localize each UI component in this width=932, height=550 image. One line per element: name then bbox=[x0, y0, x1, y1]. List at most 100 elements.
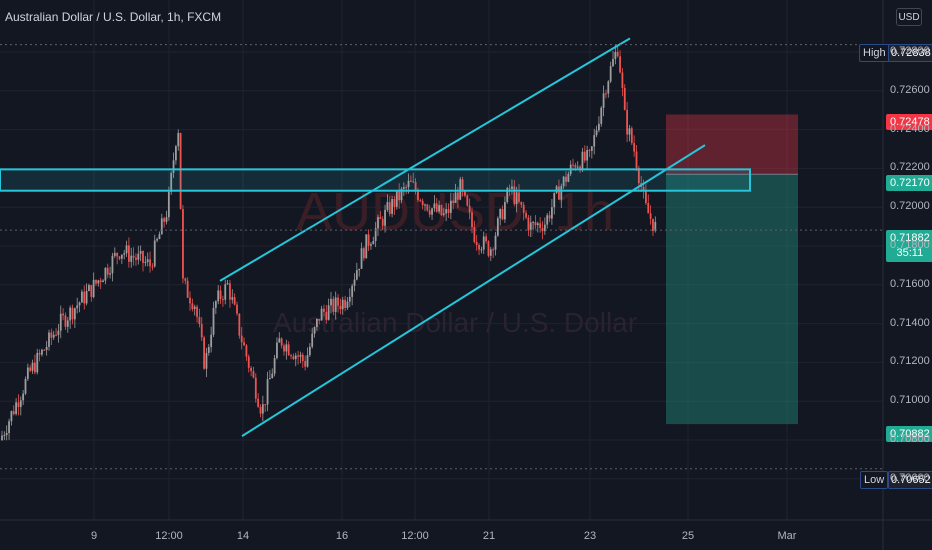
candle-body bbox=[424, 204, 426, 206]
candle-body bbox=[257, 398, 260, 407]
candle-body bbox=[207, 347, 210, 353]
candle-body bbox=[598, 123, 600, 131]
candle-body bbox=[492, 249, 495, 251]
x-tick-label: 12:00 bbox=[401, 530, 429, 542]
candle-body bbox=[393, 198, 396, 207]
candle-body bbox=[196, 306, 198, 318]
candle-body bbox=[120, 254, 123, 259]
candle-body bbox=[616, 51, 619, 57]
candle-body bbox=[318, 318, 321, 321]
y-tick-label: 0.71200 bbox=[890, 355, 930, 368]
candle-body bbox=[57, 330, 60, 336]
candle-body bbox=[31, 362, 34, 371]
candle-body bbox=[454, 192, 457, 203]
candle-body bbox=[574, 165, 577, 168]
candle-body bbox=[555, 186, 558, 193]
candle-body bbox=[146, 259, 149, 262]
candle-body bbox=[654, 221, 657, 231]
candle-body bbox=[384, 209, 386, 226]
candle-body bbox=[45, 346, 48, 350]
candle-body bbox=[468, 205, 471, 213]
candle-body bbox=[485, 236, 487, 242]
candle-body bbox=[398, 190, 401, 201]
candle-body bbox=[34, 362, 36, 373]
candle-body bbox=[402, 187, 405, 189]
low-label: Low bbox=[860, 471, 889, 489]
candle-body bbox=[464, 190, 466, 196]
candle-body bbox=[372, 241, 375, 245]
candle-body bbox=[558, 186, 560, 200]
candle-body bbox=[334, 297, 337, 312]
candle-body bbox=[233, 297, 236, 305]
candle-body bbox=[149, 259, 151, 267]
candle-body bbox=[379, 217, 382, 219]
candle-body bbox=[280, 338, 283, 346]
candle-body bbox=[64, 315, 67, 327]
candle-body bbox=[97, 280, 100, 284]
candle-body bbox=[504, 202, 506, 220]
candle-body bbox=[353, 279, 356, 286]
candle-body bbox=[165, 217, 168, 222]
candle-body bbox=[90, 285, 93, 298]
candle-body bbox=[52, 334, 55, 338]
candle-body bbox=[466, 195, 469, 206]
candle-body bbox=[457, 192, 459, 200]
candle-body bbox=[69, 307, 72, 321]
take-profit-zone bbox=[666, 174, 798, 425]
candle-body bbox=[426, 204, 429, 211]
candle-body bbox=[360, 248, 363, 269]
candle-body bbox=[410, 180, 412, 182]
candle-body bbox=[532, 222, 534, 224]
candle-body bbox=[214, 301, 217, 308]
y-tick-label: 0.71000 bbox=[890, 394, 930, 407]
candle-body bbox=[529, 222, 532, 231]
candle-body bbox=[83, 291, 86, 304]
candle-body bbox=[473, 227, 476, 243]
chart-title: Australian Dollar / U.S. Dollar, 1h, FXC… bbox=[5, 10, 222, 24]
candle-body bbox=[222, 299, 224, 301]
y-tick-label: 0.72200 bbox=[890, 161, 930, 174]
candle-body bbox=[264, 404, 267, 406]
candle-body bbox=[602, 93, 605, 108]
candles-layer bbox=[1, 44, 657, 442]
candle-body bbox=[348, 296, 351, 302]
candle-body bbox=[323, 308, 325, 312]
candle-body bbox=[621, 72, 624, 88]
candle-body bbox=[576, 166, 579, 168]
candle-body bbox=[645, 190, 647, 203]
candle-body bbox=[536, 223, 539, 226]
candle-body bbox=[320, 308, 323, 321]
candle-body bbox=[109, 273, 111, 275]
candle-body bbox=[297, 355, 299, 357]
candle-body bbox=[628, 128, 631, 135]
candle-body bbox=[363, 248, 365, 259]
candle-body bbox=[243, 342, 245, 346]
candle-body bbox=[36, 352, 39, 373]
candle-body bbox=[412, 181, 415, 183]
candle-body bbox=[259, 406, 262, 414]
candle-body bbox=[26, 367, 29, 379]
candle-body bbox=[344, 299, 346, 308]
y-tick-label: 0.72600 bbox=[890, 83, 930, 96]
candle-body bbox=[198, 317, 201, 325]
candle-body bbox=[482, 236, 485, 250]
candle-body bbox=[203, 337, 205, 369]
candle-body bbox=[236, 304, 238, 314]
candle-body bbox=[24, 378, 27, 394]
candle-body bbox=[313, 327, 316, 334]
currency-button[interactable]: USD bbox=[896, 8, 922, 26]
candle-body bbox=[38, 352, 41, 355]
channel-upper-line bbox=[219, 37, 631, 282]
candle-body bbox=[647, 202, 650, 214]
y-tick-label: 0.72000 bbox=[890, 200, 930, 213]
candle-body bbox=[308, 346, 311, 356]
candle-body bbox=[339, 305, 342, 310]
watermark-name: Australian Dollar / U.S. Dollar bbox=[273, 307, 637, 338]
candle-body bbox=[435, 203, 438, 212]
candle-body bbox=[1, 435, 3, 440]
candle-body bbox=[386, 202, 389, 210]
candle-body bbox=[186, 280, 189, 298]
trend-drawings[interactable] bbox=[0, 37, 751, 437]
